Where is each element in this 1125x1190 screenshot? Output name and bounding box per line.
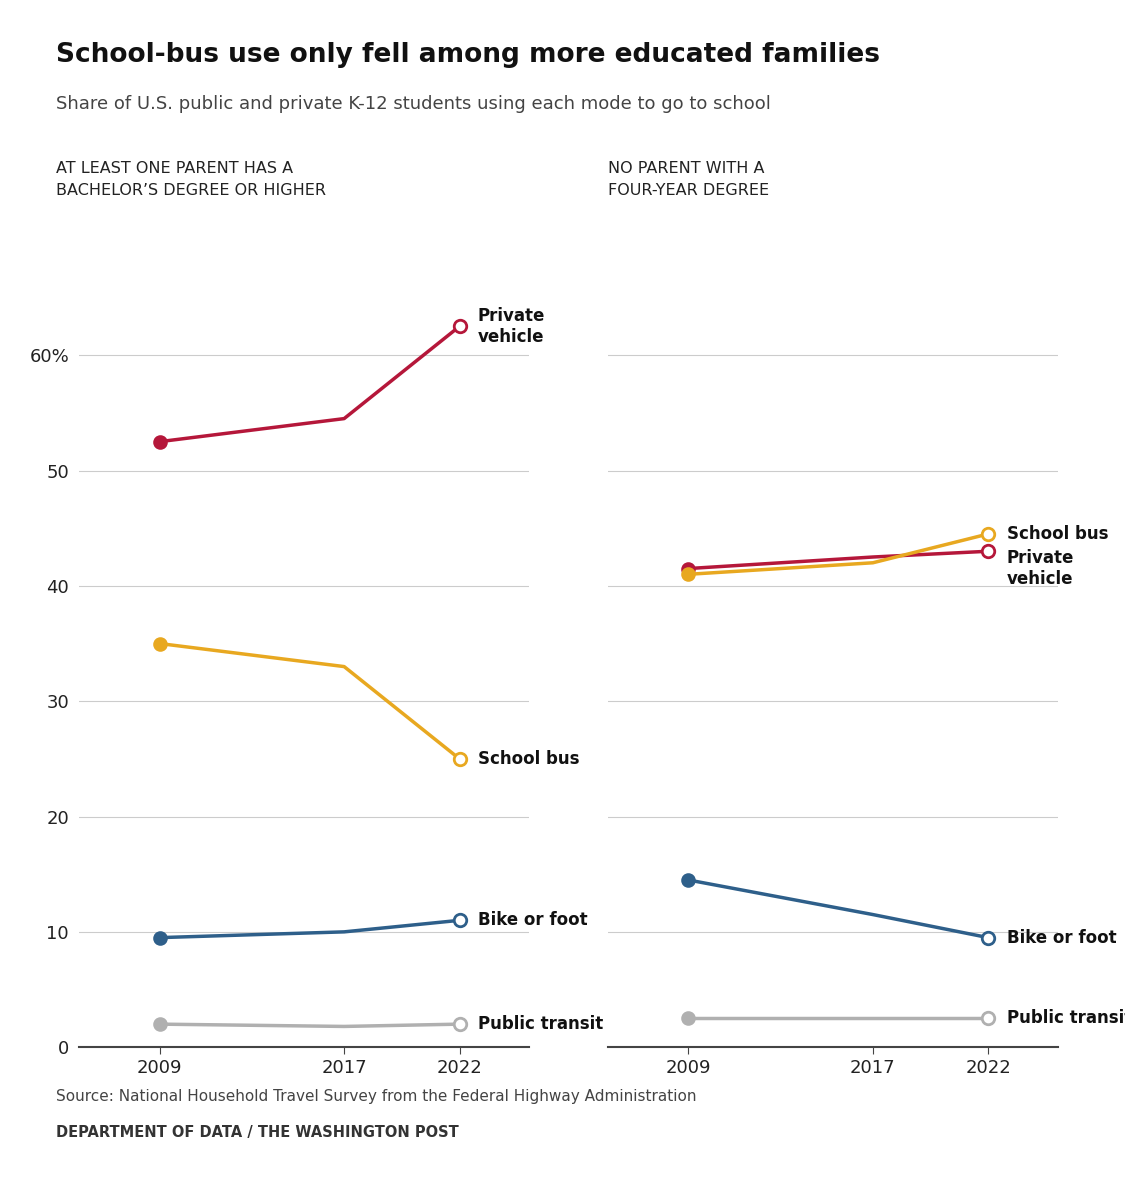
Text: School bus: School bus <box>1007 525 1108 543</box>
Text: DEPARTMENT OF DATA / THE WASHINGTON POST: DEPARTMENT OF DATA / THE WASHINGTON POST <box>56 1125 459 1140</box>
Text: School-bus use only fell among more educated families: School-bus use only fell among more educ… <box>56 42 880 68</box>
Text: NO PARENT WITH A
FOUR-YEAR DEGREE: NO PARENT WITH A FOUR-YEAR DEGREE <box>608 161 768 198</box>
Text: Private
vehicle: Private vehicle <box>1007 549 1074 588</box>
Text: Public transit: Public transit <box>478 1015 603 1033</box>
Text: School bus: School bus <box>478 750 579 768</box>
Text: Private
vehicle: Private vehicle <box>478 307 546 346</box>
Text: Share of U.S. public and private K-12 students using each mode to go to school: Share of U.S. public and private K-12 st… <box>56 95 771 113</box>
Text: Bike or foot: Bike or foot <box>1007 928 1116 946</box>
Text: AT LEAST ONE PARENT HAS A
BACHELOR’S DEGREE OR HIGHER: AT LEAST ONE PARENT HAS A BACHELOR’S DEG… <box>56 161 326 198</box>
Text: Source: National Household Travel Survey from the Federal Highway Administration: Source: National Household Travel Survey… <box>56 1089 696 1104</box>
Text: Public transit: Public transit <box>1007 1009 1125 1027</box>
Text: Bike or foot: Bike or foot <box>478 912 587 929</box>
